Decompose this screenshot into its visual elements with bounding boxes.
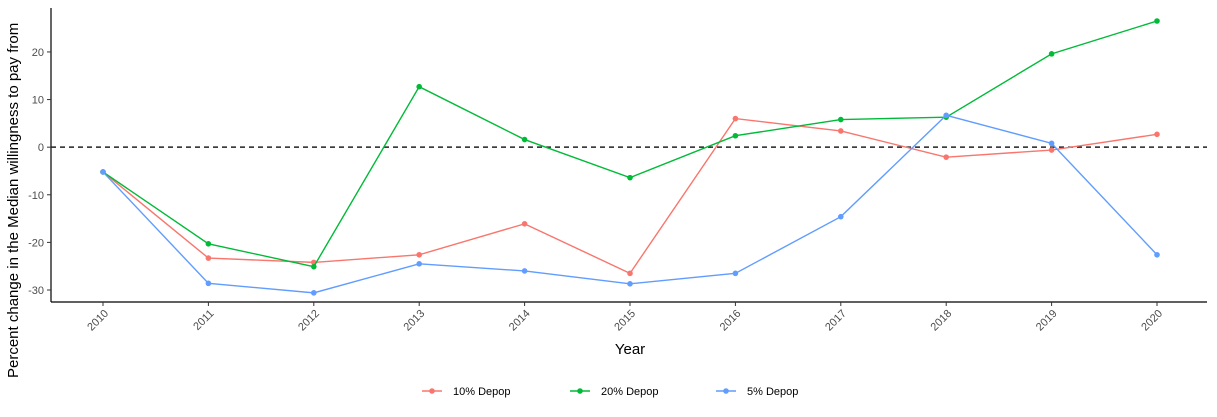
x-tick-label: 2010 xyxy=(85,308,111,334)
data-point xyxy=(205,241,212,247)
data-point xyxy=(627,281,633,287)
x-tick-label: 2012 xyxy=(296,308,322,334)
data-point xyxy=(732,132,739,139)
data-point xyxy=(205,280,212,287)
legend-key-point xyxy=(723,388,729,394)
data-point xyxy=(100,169,106,175)
x-tick-label: 2015 xyxy=(612,308,638,334)
data-point xyxy=(1048,140,1055,147)
data-point xyxy=(1154,251,1160,258)
data-point xyxy=(943,112,949,119)
legend-label: 5% Depop xyxy=(747,386,798,398)
data-point xyxy=(1154,131,1160,138)
data-point xyxy=(311,290,317,296)
data-point xyxy=(943,154,949,160)
y-tick-label: 10 xyxy=(32,95,44,107)
data-point xyxy=(627,270,633,277)
x-tick-label: 2014 xyxy=(507,308,533,334)
x-tick-label: 2011 xyxy=(191,308,216,333)
x-tick-label: 2019 xyxy=(1034,308,1060,334)
x-tick-label: 2018 xyxy=(929,308,955,334)
y-tick-label: -10 xyxy=(28,190,44,202)
data-point xyxy=(732,270,739,277)
legend-key-point xyxy=(429,388,435,394)
x-tick-label: 2017 xyxy=(823,308,849,334)
y-axis-title: Percent change in the Median willingness… xyxy=(5,23,22,378)
x-tick-label: 2016 xyxy=(718,308,744,334)
data-point xyxy=(311,263,317,270)
data-point xyxy=(1048,51,1055,57)
data-point xyxy=(521,136,528,143)
data-point xyxy=(416,251,423,258)
data-point xyxy=(838,213,844,220)
x-tick-label: 2020 xyxy=(1139,308,1165,334)
series-line xyxy=(102,114,1158,294)
y-tick-label: 20 xyxy=(32,47,44,59)
legend-label: 20% Depop xyxy=(601,386,659,398)
data-point xyxy=(205,255,212,261)
x-tick-label: 2013 xyxy=(402,308,428,334)
data-point xyxy=(521,268,528,274)
legend-key-point xyxy=(577,388,583,394)
series-line xyxy=(102,20,1158,268)
data-point xyxy=(838,116,844,123)
data-point xyxy=(1154,18,1160,24)
y-tick-label: -20 xyxy=(28,237,44,249)
y-tick-label: -30 xyxy=(28,285,44,297)
data-point xyxy=(1048,147,1055,153)
series-line xyxy=(102,117,1158,275)
y-tick-label: 0 xyxy=(38,142,44,154)
legend-label: 10% Depop xyxy=(453,386,511,398)
data-point xyxy=(416,261,423,267)
data-point xyxy=(416,83,423,90)
data-point xyxy=(838,128,844,134)
data-point xyxy=(732,115,739,122)
data-point xyxy=(627,174,633,181)
x-axis-title: Year xyxy=(615,341,645,358)
data-point xyxy=(521,221,528,227)
